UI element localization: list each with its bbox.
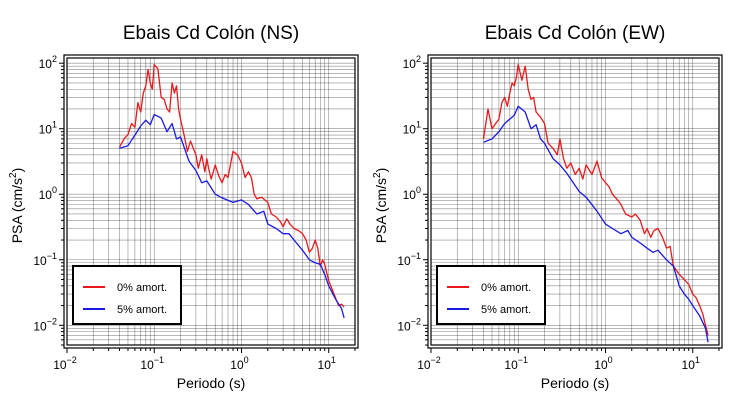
legend-label: 0% amort. [117, 282, 167, 294]
x-tick-label: 10−2 [53, 355, 77, 372]
x-axis-label: Periodo (s) [177, 375, 245, 391]
x-tick-label: 101 [318, 355, 336, 372]
y-axis-label: PSA (cm/s2) [8, 168, 25, 244]
legend-box [436, 265, 546, 325]
legend-label: 5% amort. [481, 304, 531, 316]
y-tick-label: 100 [39, 185, 57, 202]
x-tick-label: 100 [594, 355, 612, 372]
y-axis-label: PSA (cm/s2) [372, 168, 389, 244]
series-line-1 [119, 113, 345, 318]
legend-box [72, 265, 182, 325]
y-tick-label: 10−2 [397, 316, 421, 333]
plot-frame-outer [427, 54, 723, 349]
x-tick-label: 100 [230, 355, 248, 372]
legend-label: 0% amort. [481, 282, 531, 294]
x-tick-label: 10−1 [504, 355, 528, 372]
y-tick-label: 10−1 [397, 251, 421, 268]
x-tick-label: 10−2 [417, 355, 441, 372]
chart-title: Ebais Cd Colón (NS) [123, 23, 299, 44]
y-tick-label: 102 [403, 54, 421, 71]
plot-frame [430, 57, 720, 346]
series-line-1 [483, 105, 709, 343]
y-tick-label: 10−2 [33, 316, 57, 333]
legend: 0% amort. 5% amort. [72, 265, 182, 325]
x-tick-label: 10−1 [140, 355, 164, 372]
chart-panel-0: 10−2 10−1 100 101 10−2 10−1 100 101 102 0% amort.… [8, 23, 359, 391]
series-line-0 [482, 63, 709, 336]
y-tick-label: 102 [39, 54, 57, 71]
plot-frame-outer [63, 54, 359, 349]
x-tick-label: 101 [682, 355, 700, 372]
y-tick-label: 101 [403, 120, 421, 137]
plot-frame [66, 57, 356, 346]
y-tick-label: 100 [403, 185, 421, 202]
legend-label: 5% amort. [117, 304, 167, 316]
legend: 0% amort. 5% amort. [436, 265, 546, 325]
series-line-0 [118, 63, 345, 308]
x-axis-label: Periodo (s) [541, 375, 609, 391]
chart-panel-1: 10−2 10−1 100 101 10−2 10−1 100 101 102 0% amort.… [372, 23, 723, 391]
y-tick-label: 101 [39, 120, 57, 137]
y-tick-label: 10−1 [33, 251, 57, 268]
chart-title: Ebais Cd Colón (EW) [485, 23, 666, 44]
